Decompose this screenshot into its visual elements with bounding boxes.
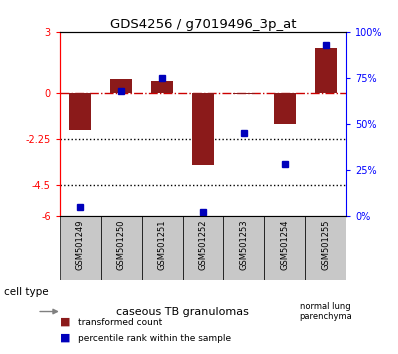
Text: ■: ■ [60, 333, 70, 343]
Text: GSM501251: GSM501251 [158, 219, 166, 270]
Bar [192, 93, 214, 165]
Bar [69, 93, 92, 130]
Text: transformed count: transformed count [78, 318, 162, 327]
Bar [151, 81, 173, 93]
Text: ■: ■ [60, 317, 70, 327]
Bar [273, 93, 296, 124]
Bar [314, 48, 337, 93]
Text: percentile rank within the sample: percentile rank within the sample [78, 333, 231, 343]
Bar [305, 216, 346, 280]
Bar [142, 216, 183, 280]
Text: GSM501255: GSM501255 [321, 219, 330, 270]
Text: GSM501249: GSM501249 [76, 219, 85, 270]
Bar [101, 216, 142, 280]
Text: GSM501253: GSM501253 [240, 219, 248, 270]
Text: cell type: cell type [4, 287, 49, 297]
Bar [183, 216, 223, 280]
Bar [223, 216, 264, 280]
Bar [264, 216, 305, 280]
Text: GSM501250: GSM501250 [117, 219, 126, 270]
Bar [233, 93, 255, 94]
Bar [110, 79, 133, 93]
Text: GSM501254: GSM501254 [280, 219, 289, 270]
Text: GSM501252: GSM501252 [199, 219, 207, 270]
Title: GDS4256 / g7019496_3p_at: GDS4256 / g7019496_3p_at [110, 18, 296, 31]
Text: caseous TB granulomas: caseous TB granulomas [116, 307, 249, 316]
Text: normal lung
parenchyma: normal lung parenchyma [299, 302, 352, 321]
Bar [60, 216, 101, 280]
